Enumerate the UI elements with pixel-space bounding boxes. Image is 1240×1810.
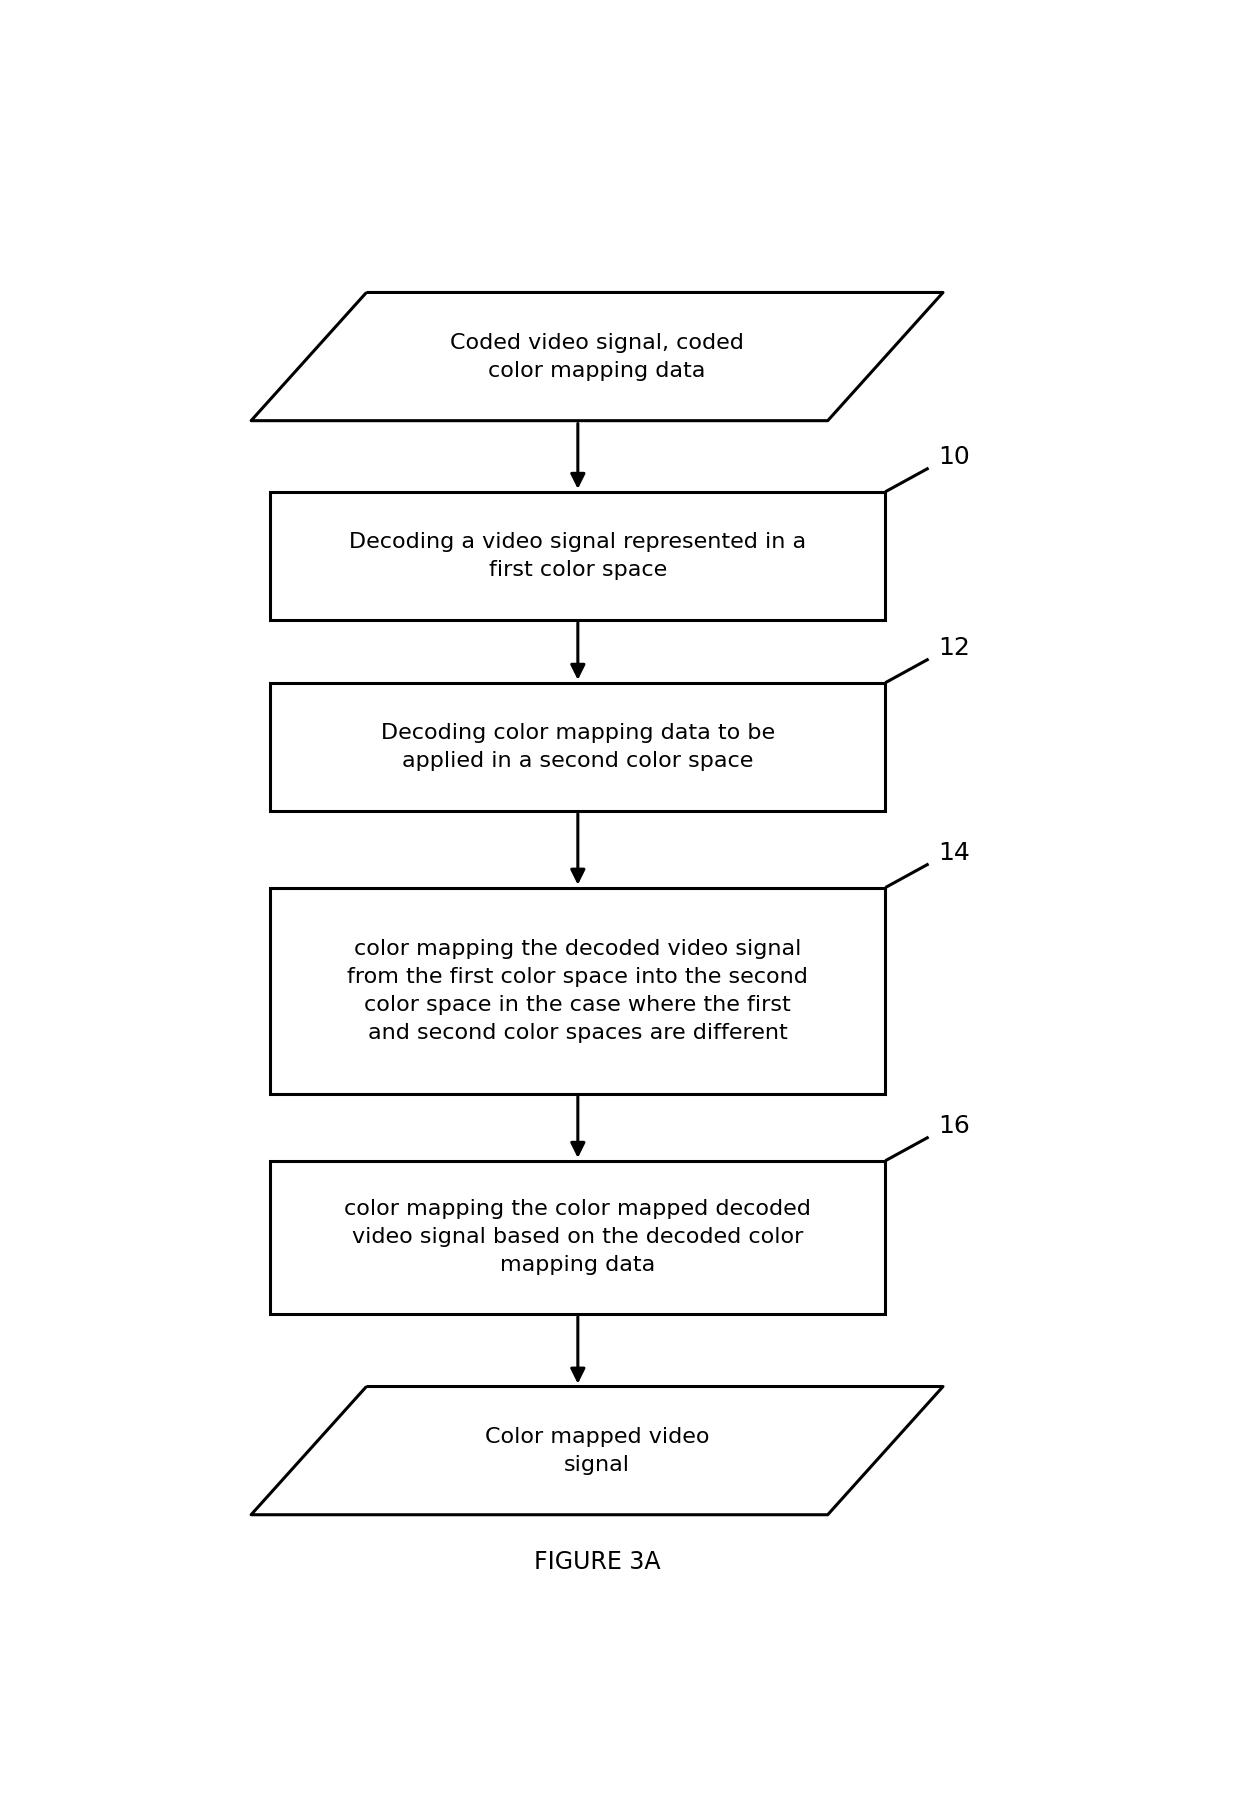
Text: color mapping the decoded video signal
from the first color space into the secon: color mapping the decoded video signal f… — [347, 939, 808, 1043]
Text: Color mapped video
signal: Color mapped video signal — [485, 1426, 709, 1475]
Text: 14: 14 — [939, 840, 970, 865]
Text: 10: 10 — [939, 445, 970, 469]
Text: color mapping the color mapped decoded
video signal based on the decoded color
m: color mapping the color mapped decoded v… — [345, 1200, 811, 1276]
Text: Coded video signal, coded
color mapping data: Coded video signal, coded color mapping … — [450, 333, 744, 380]
Polygon shape — [250, 293, 944, 420]
Text: Decoding color mapping data to be
applied in a second color space: Decoding color mapping data to be applie… — [381, 722, 775, 771]
Bar — [270, 492, 885, 621]
Bar — [270, 1160, 885, 1314]
Text: 16: 16 — [939, 1113, 970, 1138]
Bar — [270, 887, 885, 1093]
Text: FIGURE 3A: FIGURE 3A — [533, 1549, 661, 1575]
Polygon shape — [250, 1386, 944, 1515]
Bar — [270, 682, 885, 811]
Text: 12: 12 — [939, 635, 970, 661]
Text: Decoding a video signal represented in a
first color space: Decoding a video signal represented in a… — [350, 532, 806, 579]
